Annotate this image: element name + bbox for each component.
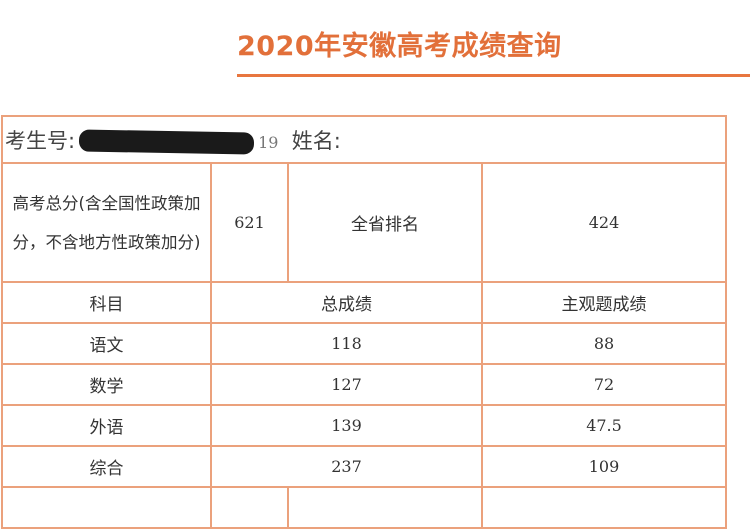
score-table: 考生号: 19 姓名: 高考总分(含全国性政策加分，不含地方性政策加分) 621 … [1, 115, 727, 529]
total-score-value: 621 [210, 162, 289, 283]
subjective-cell: 109 [481, 445, 727, 488]
subjective-cell: 88 [481, 322, 727, 365]
page-title: 2020年安徽高考成绩查询 [237, 31, 562, 62]
total-cell: 118 [210, 322, 483, 365]
table-row-cut-off [1, 486, 727, 529]
rank-value: 424 [481, 162, 727, 283]
total-cell: 237 [210, 445, 483, 488]
student-id-label: 考生号: [5, 128, 76, 153]
total-score-label: 高考总分(含全国性政策加分，不含地方性政策加分) [1, 162, 212, 283]
student-id-suffix: 19 [258, 132, 279, 152]
header-subjective: 主观题成绩 [481, 281, 727, 324]
student-info-row: 考生号: 19 姓名: [1, 115, 727, 164]
table-row: 综合 237 109 [1, 445, 727, 488]
header-subject: 科目 [1, 281, 212, 324]
redaction-mark [78, 128, 255, 155]
subject-cell: 综合 [1, 445, 212, 488]
header-total: 总成绩 [210, 281, 483, 324]
subjective-cell: 72 [481, 363, 727, 406]
subjective-cell: 47.5 [481, 404, 727, 447]
table-row: 外语 139 47.5 [1, 404, 727, 447]
table-row: 语文 118 88 [1, 322, 727, 365]
title-underline [237, 74, 750, 77]
subject-cell: 语文 [1, 322, 212, 365]
subject-cell: 数学 [1, 363, 212, 406]
subject-cell: 外语 [1, 404, 212, 447]
header-row: 科目 总成绩 主观题成绩 [1, 281, 727, 324]
student-name-hidden [341, 133, 401, 151]
table-row: 数学 127 72 [1, 363, 727, 406]
total-cell: 139 [210, 404, 483, 447]
total-cell: 127 [210, 363, 483, 406]
rank-label: 全省排名 [287, 162, 483, 283]
student-name-label: 姓名: [291, 128, 341, 153]
